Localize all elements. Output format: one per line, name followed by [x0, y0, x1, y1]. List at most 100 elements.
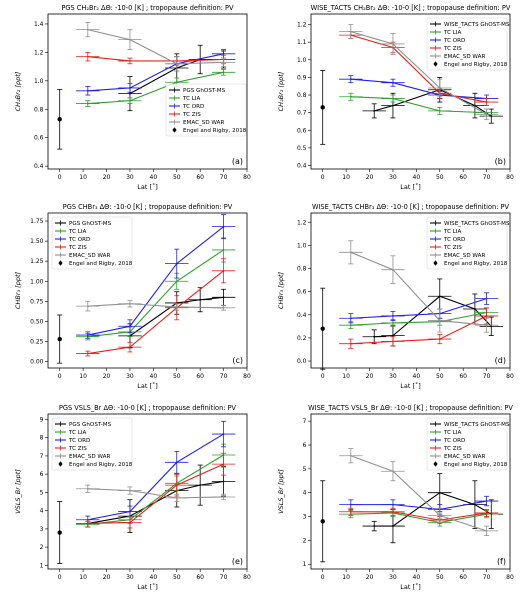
y-axis-label: CH₂Br₂ [ppt]: [277, 71, 285, 111]
series-line: [87, 454, 224, 525]
x-axis-label: Lat [˚]: [137, 583, 158, 591]
data-point: [392, 43, 394, 45]
series-line: [87, 71, 224, 105]
data-point: [473, 104, 476, 107]
y-tick-label: 1.00: [30, 278, 44, 285]
y-tick-label: 1.25: [30, 258, 44, 265]
y-tick-label: 4: [303, 490, 307, 497]
legend-label: WISE_TACTS GhOST-MS: [444, 221, 510, 227]
data-point: [129, 302, 131, 305]
data-point: [485, 113, 488, 116]
y-tick-label: 0.25: [30, 338, 44, 345]
series-tc-ord: [339, 292, 499, 324]
data-point: [485, 315, 488, 317]
x-tick-label: 60: [459, 373, 467, 380]
data-point: [129, 489, 131, 492]
series-line: [87, 463, 224, 524]
y-tick-label: 7: [303, 418, 307, 425]
x-tick-label: 80: [243, 574, 251, 581]
data-point: [222, 269, 225, 272]
x-tick-label: 10: [342, 373, 350, 380]
series-emac-war: [76, 22, 236, 72]
legend-label: TC ORD: [182, 104, 204, 110]
legend-label: WISE_TACTS GhOST-MS: [444, 422, 510, 428]
legend: WISE_TACTS GhOST-MS TC LIA TC ORD TC ZIS EMA…: [426, 417, 510, 471]
reference-engel-rigby: [57, 314, 63, 364]
data-point: [129, 60, 131, 62]
y-axis-label: VSLS_Br [ppt]: [277, 469, 285, 514]
data-point: [129, 521, 131, 524]
chart-panel-d: WISE_TACTS CHBr₃ ΔΘ: -10-0 [K] ; tropopa…: [277, 203, 514, 390]
data-point: [175, 81, 178, 84]
x-axis-label: Lat [˚]: [137, 183, 158, 191]
data-point: [392, 510, 394, 513]
data-point: [349, 342, 352, 345]
chart-panel-f: WISE_TACTS VSLS_Br ΔΘ: -10-0 [K] ; tropo…: [277, 404, 514, 591]
y-tick-label: 7: [40, 453, 44, 460]
x-tick-label: 40: [150, 373, 158, 380]
series-line: [350, 315, 487, 345]
series-tc-zis: [76, 452, 236, 529]
data-point: [438, 319, 441, 322]
legend-label: TC ORD: [68, 438, 90, 444]
panel-letter: (e): [232, 557, 243, 566]
x-tick-label: 30: [389, 373, 397, 380]
data-point: [129, 325, 131, 328]
data-point: [349, 503, 352, 506]
data-point: [490, 115, 493, 118]
data-point: [175, 262, 178, 265]
x-tick-label: 40: [413, 174, 421, 181]
legend-label: TC ORD: [68, 237, 90, 243]
series-line: [87, 270, 224, 355]
y-tick-label: 5: [40, 489, 44, 496]
x-tick-label: 40: [413, 373, 421, 380]
x-tick-label: 70: [483, 373, 491, 380]
x-tick-label: 0: [321, 174, 325, 181]
data-point: [199, 298, 202, 301]
y-tick-label: 1.0: [34, 78, 44, 85]
data-point: [349, 510, 352, 513]
series-line: [350, 96, 487, 114]
plot-frame: [47, 13, 248, 170]
data-point: [473, 503, 476, 506]
data-point: [438, 514, 441, 517]
y-tick-label: 0.50: [30, 318, 44, 325]
y-tick-label: 4: [40, 508, 44, 515]
data-point: [86, 487, 89, 490]
series-tc-lia: [339, 307, 499, 330]
legend-label: TC ZIS: [182, 112, 201, 118]
data-point: [373, 335, 376, 338]
x-tick-label: 40: [150, 174, 158, 181]
x-tick-label: 30: [126, 574, 134, 581]
x-axis-label: Lat [˚]: [137, 382, 158, 390]
data-point: [392, 268, 394, 271]
series-line: [350, 512, 487, 524]
x-tick-label: 50: [436, 574, 444, 581]
legend-label: EMAC_SD WAR: [444, 253, 485, 259]
legend-label: EMAC_SD WAR: [183, 120, 224, 126]
series-line: [87, 56, 224, 62]
plot-frame: [310, 413, 511, 570]
x-tick-label: 40: [413, 574, 421, 581]
data-point: [392, 97, 394, 100]
x-tick-label: 30: [389, 174, 397, 181]
y-tick-label: 1.0: [297, 57, 307, 64]
y-tick-label: 0.9: [297, 74, 307, 81]
data-point: [392, 503, 394, 506]
x-tick-label: 20: [103, 174, 111, 181]
x-tick-label: 0: [58, 174, 62, 181]
y-axis-label: CHBr₃ [ppt]: [14, 271, 22, 309]
legend-label: EMAC_SD WAR: [444, 454, 485, 460]
x-tick-label: 60: [196, 174, 204, 181]
x-tick-label: 30: [126, 373, 134, 380]
data-point: [392, 470, 394, 473]
x-tick-label: 80: [243, 373, 251, 380]
data-point: [473, 308, 476, 310]
legend-label: PGS GhOST-MS: [183, 88, 226, 94]
legend-label: TC ORD: [443, 237, 465, 243]
series-line: [350, 298, 487, 319]
x-tick-label: 10: [79, 373, 87, 380]
data-point: [175, 280, 178, 283]
x-tick-label: 0: [321, 373, 325, 380]
x-axis-label: Lat [˚]: [400, 583, 421, 591]
